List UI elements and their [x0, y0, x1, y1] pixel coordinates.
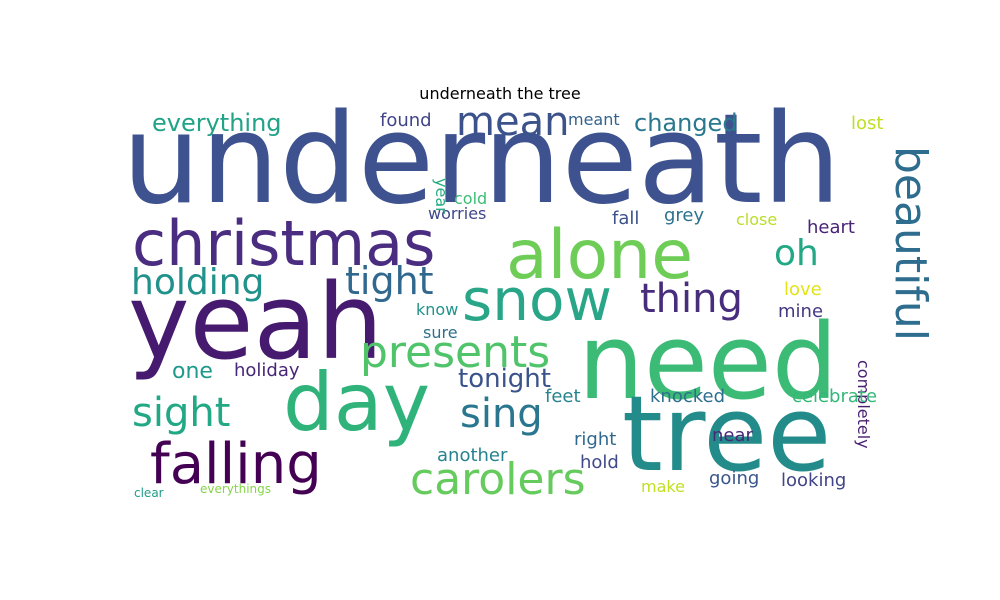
- word-holding: holding: [131, 262, 264, 303]
- word-lost: lost: [851, 113, 883, 134]
- word-sure: sure: [423, 323, 458, 342]
- word-near: near: [712, 425, 754, 446]
- word-clear: clear: [134, 486, 164, 500]
- word-love: love: [784, 279, 822, 300]
- word-found: found: [380, 110, 432, 131]
- word-oh: oh: [774, 233, 819, 274]
- word-snow: snow: [462, 266, 612, 334]
- word-christmas: christmas: [132, 207, 435, 280]
- word-everything: everything: [152, 109, 282, 137]
- word-mine: mine: [778, 301, 823, 322]
- word-cold: cold: [454, 189, 487, 208]
- word-grey: grey: [664, 205, 705, 226]
- word-meant: meant: [568, 110, 620, 129]
- word-alone: alone: [506, 216, 693, 295]
- word-need: need: [578, 301, 838, 423]
- word-know: know: [416, 300, 458, 319]
- word-year: year: [432, 178, 451, 214]
- word-celebrate: celebrate: [792, 386, 877, 407]
- word-feet: feet: [545, 386, 581, 407]
- word-day: day: [283, 356, 430, 449]
- word-tree: tree: [622, 373, 831, 495]
- word-one: one: [172, 359, 213, 384]
- chart-title: underneath the tree: [419, 84, 581, 103]
- word-everythings: everythings: [200, 482, 271, 496]
- word-carolers: carolers: [410, 454, 586, 505]
- word-changed: changed: [634, 109, 738, 137]
- word-tight: tight: [345, 259, 434, 303]
- word-holiday: holiday: [234, 360, 300, 381]
- word-looking: looking: [781, 470, 846, 491]
- word-mean: mean: [456, 99, 569, 145]
- word-completely: completely: [854, 360, 873, 449]
- word-sight: sight: [132, 390, 230, 436]
- word-underneath: underneath: [122, 88, 841, 232]
- word-close: close: [736, 210, 777, 229]
- word-hold: hold: [580, 452, 619, 473]
- word-yeah: yeah: [128, 261, 383, 383]
- word-tonight: tonight: [458, 364, 551, 394]
- word-going: going: [709, 468, 759, 489]
- word-fall: fall: [612, 208, 639, 229]
- word-knocked: knocked: [650, 386, 725, 407]
- word-make: make: [641, 477, 685, 496]
- word-presents: presents: [360, 327, 550, 378]
- word-right: right: [574, 429, 616, 450]
- word-falling: falling: [150, 432, 322, 497]
- word-another: another: [437, 445, 508, 466]
- word-thing: thing: [640, 276, 743, 322]
- word-heart: heart: [807, 217, 855, 238]
- word-worries: worries: [428, 204, 486, 223]
- word-sing: sing: [460, 391, 543, 437]
- word-beautiful: beautiful: [885, 146, 936, 341]
